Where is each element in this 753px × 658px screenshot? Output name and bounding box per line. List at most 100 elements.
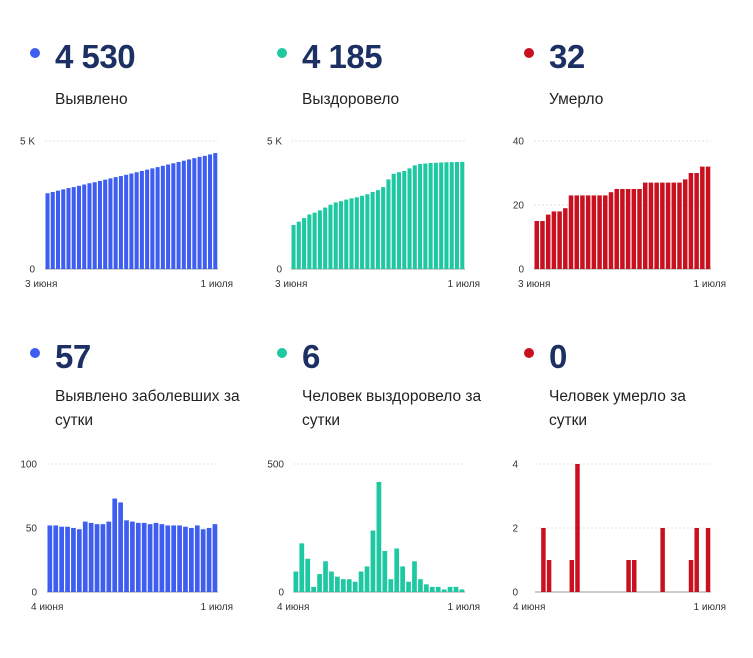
bar <box>100 524 106 592</box>
bar <box>370 530 376 592</box>
bar <box>631 189 637 269</box>
card-detected: 4 530 Выявлено <box>30 38 270 358</box>
card-value: 0 <box>549 338 567 375</box>
bar <box>71 187 76 269</box>
bar <box>323 561 328 592</box>
bar <box>694 528 699 592</box>
bar <box>189 528 194 592</box>
bar <box>311 586 317 592</box>
bar <box>153 522 159 592</box>
bar <box>365 194 370 269</box>
bar <box>181 160 186 269</box>
bar <box>682 179 688 269</box>
bar <box>171 163 176 269</box>
bar <box>61 189 66 269</box>
x-start-label: 4 июня <box>513 602 545 613</box>
bar <box>391 173 396 269</box>
bar <box>159 524 165 592</box>
y-tick-label: 0 <box>31 588 37 599</box>
bar <box>47 525 53 592</box>
bar <box>192 158 197 269</box>
card-detected-daily: 57 Выявлено заболевших за сутки <box>30 338 270 658</box>
bar <box>45 193 50 269</box>
card-value: 32 <box>549 38 585 75</box>
y-tick-label: 5 K <box>267 137 282 148</box>
legend-dot-icon <box>30 48 40 58</box>
bar <box>76 185 81 269</box>
bar <box>317 574 322 592</box>
bar <box>376 481 382 592</box>
card-value: 4 185 <box>302 38 383 75</box>
bar <box>608 192 614 269</box>
bar <box>50 191 55 269</box>
bar <box>129 173 134 269</box>
card-recovered-daily: 6 Человек выздоровело за сутки <box>277 338 517 658</box>
y-tick-label: 4 <box>512 460 518 471</box>
y-tick-label: 2 <box>512 524 518 535</box>
bar <box>660 528 665 592</box>
y-tick-label: 0 <box>518 265 524 276</box>
card-deaths-daily: 0 Человек умерло за сутки <box>524 338 753 658</box>
card-value: 57 <box>55 338 91 375</box>
bar <box>563 208 568 269</box>
bar <box>396 172 402 269</box>
bar <box>118 176 123 269</box>
x-end-label: 1 июля <box>694 279 726 290</box>
bar <box>302 218 307 269</box>
chart-deaths-daily: 0 2 4 4 июня 1 июля <box>512 460 726 614</box>
chart-deaths: 0 20 40 3 июня 1 июля <box>513 137 726 291</box>
bar <box>603 195 608 269</box>
bar <box>364 566 370 592</box>
bar <box>344 199 349 269</box>
bar <box>620 189 625 269</box>
bar <box>551 211 557 269</box>
bar <box>439 162 444 269</box>
bar <box>433 162 438 269</box>
bar <box>358 571 364 592</box>
bar <box>346 579 352 592</box>
bar <box>97 180 102 269</box>
bar <box>423 584 429 592</box>
bar <box>177 525 182 592</box>
bar <box>660 182 665 269</box>
y-tick-label: 0 <box>276 265 282 276</box>
bar <box>106 521 112 592</box>
card-recovered: 4 185 Выздоровело <box>277 38 517 358</box>
bar <box>183 526 188 592</box>
bar <box>614 189 619 269</box>
bar <box>55 190 61 269</box>
bar <box>626 560 631 592</box>
bar <box>694 173 699 269</box>
bar <box>677 182 682 269</box>
bar <box>407 168 412 269</box>
bar <box>307 214 312 269</box>
bar <box>447 586 453 592</box>
x-start-label: 3 июня <box>25 279 57 290</box>
bar <box>688 173 694 269</box>
bar <box>340 579 346 592</box>
bar <box>71 528 76 592</box>
card-label: Выявлено заболевших за сутки <box>55 388 240 429</box>
bar <box>625 189 631 269</box>
bar <box>400 566 405 592</box>
bar <box>187 159 192 269</box>
bar <box>429 586 435 592</box>
y-tick-label: 0 <box>29 265 35 276</box>
bar <box>453 586 459 592</box>
bar <box>654 182 659 269</box>
bar <box>147 524 153 592</box>
bar <box>460 161 465 269</box>
bar <box>597 195 602 269</box>
bar <box>333 202 338 269</box>
bar <box>412 165 417 269</box>
bar <box>202 155 207 269</box>
bar <box>103 179 108 269</box>
bar <box>375 190 380 269</box>
bar <box>213 153 218 269</box>
bar <box>328 204 333 269</box>
bar <box>534 221 540 269</box>
bar <box>155 167 160 269</box>
bar <box>435 586 441 592</box>
bar <box>112 498 118 592</box>
bar <box>386 179 391 269</box>
